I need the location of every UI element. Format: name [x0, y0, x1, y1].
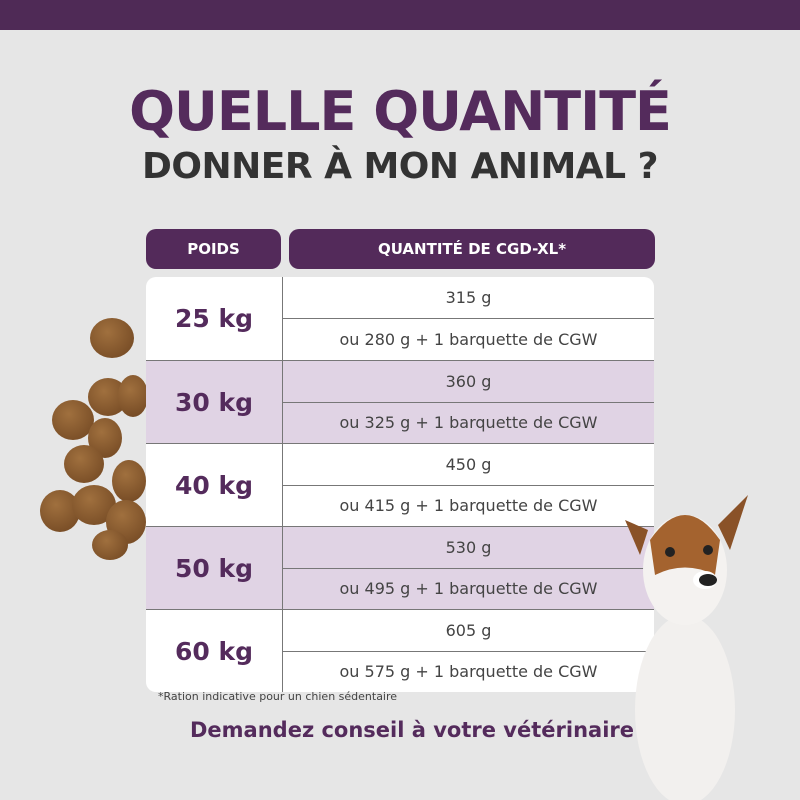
dog-image [625, 495, 748, 800]
weight-cell: 25 kg [146, 277, 283, 360]
footnote: *Ration indicative pour un chien sédenta… [158, 690, 398, 703]
alt-amount-cell: ou 575 g + 1 barquette de CGW [283, 650, 654, 693]
alt-amount-cell: ou 325 g + 1 barquette de CGW [283, 401, 654, 444]
amount-cell: 315 g [445, 288, 492, 307]
table-row: 25 kg 315 g ou 280 g + 1 barquette de CGW [146, 277, 654, 360]
amount-cell: 605 g [445, 620, 492, 640]
table-row: 40 kg 450 g ou 415 g + 1 barquette de CGW [146, 443, 654, 526]
alt-amount-cell: ou 415 g + 1 barquette de CGW [283, 484, 654, 527]
header-weight: POIDS [146, 229, 281, 269]
weight-cell: 40 kg [146, 444, 283, 526]
alt-amount-cell: ou 280 g + 1 barquette de CGW [283, 318, 654, 360]
table-row: 50 kg 530 g ou 495 g + 1 barquette de CGW [146, 526, 654, 609]
table-row: 60 kg 605 g ou 575 g + 1 barquette de CGW [146, 609, 654, 692]
top-bar [0, 0, 800, 30]
call-to-action: Demandez conseil à votre vétérinaire [190, 718, 634, 742]
ration-table: 25 kg 315 g ou 280 g + 1 barquette de CGW … [146, 277, 654, 692]
amount-cell: 450 g [445, 454, 492, 474]
amount-cell: 530 g [445, 537, 492, 557]
title-line2: DONNER À MON ANIMAL ? [142, 146, 659, 187]
header-quantity: QUANTITÉ DE CGD-XL* [289, 229, 655, 269]
title-line1: QUELLE QUANTITÉ [129, 80, 672, 143]
table-row: 30 kg 360 g ou 325 g + 1 barquette de CGW [146, 360, 654, 443]
weight-cell: 30 kg [146, 361, 283, 443]
weight-cell: 60 kg [146, 610, 283, 692]
weight-cell: 50 kg [146, 527, 283, 609]
amount-cell: 360 g [445, 371, 492, 391]
alt-amount-cell: ou 495 g + 1 barquette de CGW [283, 567, 654, 610]
